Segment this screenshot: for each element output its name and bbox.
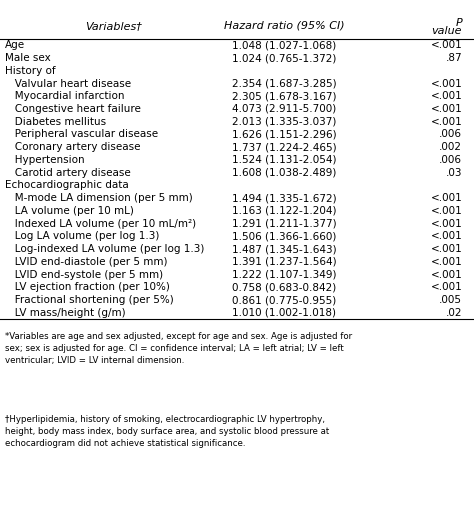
Text: .03: .03 — [446, 168, 462, 177]
Text: Variables†: Variables† — [85, 21, 142, 31]
Text: .005: .005 — [439, 295, 462, 305]
Text: 0.861 (0.775-0.955): 0.861 (0.775-0.955) — [232, 295, 337, 305]
Text: 1.391 (1.237-1.564): 1.391 (1.237-1.564) — [232, 257, 337, 267]
Text: Hazard ratio (95% CI): Hazard ratio (95% CI) — [224, 21, 345, 31]
Text: .006: .006 — [439, 155, 462, 165]
Text: Myocardial infarction: Myocardial infarction — [5, 91, 124, 101]
Text: Valvular heart disease: Valvular heart disease — [5, 78, 131, 89]
Text: 1.222 (1.107-1.349): 1.222 (1.107-1.349) — [232, 269, 337, 280]
Text: .006: .006 — [439, 129, 462, 140]
Text: Coronary artery disease: Coronary artery disease — [5, 142, 140, 152]
Text: Indexed LA volume (per 10 mL/m²): Indexed LA volume (per 10 mL/m²) — [5, 218, 196, 229]
Text: <.001: <.001 — [430, 40, 462, 50]
Text: <.001: <.001 — [430, 193, 462, 203]
Text: †Hyperlipidemia, history of smoking, electrocardiographic LV hypertrophy,
height: †Hyperlipidemia, history of smoking, ele… — [5, 415, 329, 448]
Text: Male sex: Male sex — [5, 53, 51, 63]
Text: 2.305 (1.678-3.167): 2.305 (1.678-3.167) — [232, 91, 337, 101]
Text: <.001: <.001 — [430, 117, 462, 127]
Text: <.001: <.001 — [430, 282, 462, 292]
Text: M-mode LA dimension (per 5 mm): M-mode LA dimension (per 5 mm) — [5, 193, 192, 203]
Text: 4.073 (2.911-5.700): 4.073 (2.911-5.700) — [232, 104, 337, 114]
Text: Echocardiographic data: Echocardiographic data — [5, 181, 128, 190]
Text: 1.494 (1.335-1.672): 1.494 (1.335-1.672) — [232, 193, 337, 203]
Text: LV mass/height (g/m): LV mass/height (g/m) — [5, 308, 125, 318]
Text: <.001: <.001 — [430, 91, 462, 101]
Text: value: value — [432, 26, 462, 36]
Text: History of: History of — [5, 66, 55, 76]
Text: <.001: <.001 — [430, 218, 462, 229]
Text: <.001: <.001 — [430, 78, 462, 89]
Text: *Variables are age and sex adjusted, except for age and sex. Age is adjusted for: *Variables are age and sex adjusted, exc… — [5, 332, 352, 365]
Text: <.001: <.001 — [430, 231, 462, 241]
Text: Log-indexed LA volume (per log 1.3): Log-indexed LA volume (per log 1.3) — [5, 244, 204, 254]
Text: LA volume (per 10 mL): LA volume (per 10 mL) — [5, 206, 134, 216]
Text: Congestive heart failure: Congestive heart failure — [5, 104, 141, 114]
Text: <.001: <.001 — [430, 244, 462, 254]
Text: LV ejection fraction (per 10%): LV ejection fraction (per 10%) — [5, 282, 170, 292]
Text: Hypertension: Hypertension — [5, 155, 84, 165]
Text: LVID end-diastole (per 5 mm): LVID end-diastole (per 5 mm) — [5, 257, 167, 267]
Text: LVID end-systole (per 5 mm): LVID end-systole (per 5 mm) — [5, 269, 163, 280]
Text: <.001: <.001 — [430, 104, 462, 114]
Text: P: P — [456, 18, 462, 28]
Text: 1.506 (1.366-1.660): 1.506 (1.366-1.660) — [232, 231, 337, 241]
Text: Age: Age — [5, 40, 25, 50]
Text: Carotid artery disease: Carotid artery disease — [5, 168, 130, 177]
Text: Log LA volume (per log 1.3): Log LA volume (per log 1.3) — [5, 231, 159, 241]
Text: 1.010 (1.002-1.018): 1.010 (1.002-1.018) — [232, 308, 337, 318]
Text: Peripheral vascular disease: Peripheral vascular disease — [5, 129, 158, 140]
Text: <.001: <.001 — [430, 206, 462, 216]
Text: 0.758 (0.683-0.842): 0.758 (0.683-0.842) — [232, 282, 337, 292]
Text: 1.626 (1.151-2.296): 1.626 (1.151-2.296) — [232, 129, 337, 140]
Text: 1.487 (1.345-1.643): 1.487 (1.345-1.643) — [232, 244, 337, 254]
Text: Diabetes mellitus: Diabetes mellitus — [5, 117, 106, 127]
Text: 1.163 (1.122-1.204): 1.163 (1.122-1.204) — [232, 206, 337, 216]
Text: .87: .87 — [446, 53, 462, 63]
Text: 1.024 (0.765-1.372): 1.024 (0.765-1.372) — [232, 53, 337, 63]
Text: 1.737 (1.224-2.465): 1.737 (1.224-2.465) — [232, 142, 337, 152]
Text: 2.354 (1.687-3.285): 2.354 (1.687-3.285) — [232, 78, 337, 89]
Text: 1.048 (1.027-1.068): 1.048 (1.027-1.068) — [232, 40, 337, 50]
Text: Fractional shortening (per 5%): Fractional shortening (per 5%) — [5, 295, 173, 305]
Text: <.001: <.001 — [430, 257, 462, 267]
Text: 1.524 (1.131-2.054): 1.524 (1.131-2.054) — [232, 155, 337, 165]
Text: .002: .002 — [439, 142, 462, 152]
Text: <.001: <.001 — [430, 269, 462, 280]
Text: .02: .02 — [446, 308, 462, 318]
Text: 2.013 (1.335-3.037): 2.013 (1.335-3.037) — [232, 117, 337, 127]
Text: 1.291 (1.211-1.377): 1.291 (1.211-1.377) — [232, 218, 337, 229]
Text: 1.608 (1.038-2.489): 1.608 (1.038-2.489) — [232, 168, 337, 177]
